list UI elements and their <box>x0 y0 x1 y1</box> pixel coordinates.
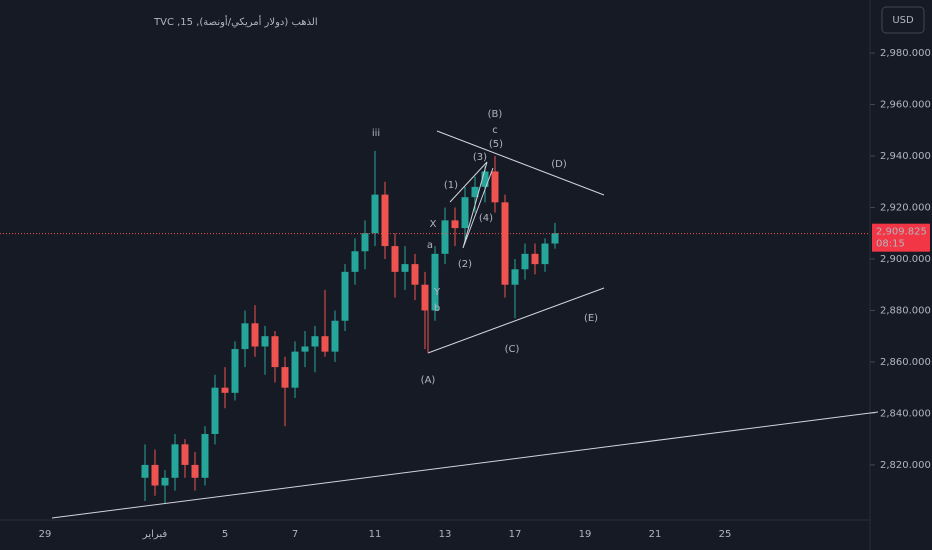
y-tick-label: 2,820.000 <box>880 460 931 471</box>
candle-body <box>421 284 429 311</box>
candle-body <box>161 477 169 486</box>
candle-body <box>401 264 409 272</box>
wave-label: (3) <box>473 152 487 163</box>
y-tick-label: 2,920.000 <box>880 202 931 213</box>
candle-body <box>431 253 439 311</box>
candle-body <box>281 367 289 388</box>
x-tick-label: 25 <box>719 529 732 540</box>
wave-label: iii <box>372 128 380 139</box>
wave-label: (5) <box>489 139 503 150</box>
candle-body <box>541 243 549 265</box>
candle-body <box>221 387 229 393</box>
wave-label: a <box>427 240 433 251</box>
candle-body <box>301 346 309 352</box>
wave-label: Y <box>433 287 441 298</box>
x-tick-label: 5 <box>222 529 228 540</box>
candle-body <box>521 253 529 270</box>
candle-body <box>311 336 319 347</box>
candle-body <box>341 271 349 321</box>
x-tick-label: 29 <box>39 529 52 540</box>
x-tick-label: 17 <box>509 529 522 540</box>
candle-body <box>321 336 329 352</box>
candle-body <box>201 434 209 478</box>
y-tick-label: 2,860.000 <box>880 357 931 368</box>
candle-body <box>251 323 259 347</box>
y-tick-label: 2,880.000 <box>880 305 931 316</box>
candle-body <box>351 251 359 272</box>
wave-label: (2) <box>458 259 472 270</box>
wave-label: (C) <box>505 344 520 355</box>
wave-label: (E) <box>584 313 598 324</box>
x-tick-label: 19 <box>579 529 592 540</box>
candle-body <box>381 194 389 247</box>
candle-body <box>141 464 149 478</box>
candle-body <box>371 194 379 234</box>
wave-label: (1) <box>444 180 458 191</box>
wave-label: b <box>434 303 440 314</box>
x-tick-label: 21 <box>649 529 662 540</box>
y-tick-label: 2,960.000 <box>880 100 931 111</box>
trend-line <box>51 411 879 519</box>
candle-body <box>151 464 159 486</box>
candle-body <box>551 233 559 244</box>
candle-body <box>471 186 479 198</box>
last-price-label: 2,909.825 <box>876 227 927 238</box>
wave-label: c <box>492 125 498 136</box>
wave-label: X <box>430 219 437 230</box>
candle-body <box>331 320 339 352</box>
candle-body <box>461 197 469 229</box>
candle-body <box>271 336 279 368</box>
x-tick-label: 7 <box>292 529 298 540</box>
candle-body <box>391 246 399 272</box>
candle-body <box>181 444 189 465</box>
y-tick-label: 2,980.000 <box>880 48 931 59</box>
x-tick-label: 11 <box>369 529 382 540</box>
countdown-label: 08:15 <box>876 239 905 250</box>
candle-body <box>241 323 249 350</box>
y-tick-label: 2,940.000 <box>880 151 931 162</box>
candle-body <box>481 171 489 187</box>
plot <box>0 52 875 504</box>
chart-title: الذهب (دولار أمريكي/أونصة), 15, TVC <box>153 15 318 28</box>
y-tick-label: 2,900.000 <box>880 254 931 265</box>
last-price-badge <box>872 223 930 252</box>
candle-body <box>501 202 509 285</box>
wave-label: (B) <box>488 109 503 120</box>
candle-body <box>231 349 239 393</box>
wave-label: (4) <box>479 213 493 224</box>
wave-channel <box>449 161 494 249</box>
candle-body <box>531 253 539 265</box>
wave-label: (D) <box>551 159 567 170</box>
candle-body <box>411 264 419 285</box>
trend-line <box>427 287 605 354</box>
wave-label: (A) <box>421 375 436 386</box>
y-tick-label: 2,840.000 <box>880 408 931 419</box>
candle-body <box>291 351 299 388</box>
candle-body <box>191 464 199 478</box>
candle-body <box>491 171 499 203</box>
x-tick-label: 13 <box>439 529 452 540</box>
candle-body <box>171 444 179 478</box>
candle-body <box>511 269 519 285</box>
x-tick-label: فبراير <box>142 529 168 540</box>
candle-body <box>361 233 369 252</box>
currency-button-label[interactable]: USD <box>892 15 914 26</box>
candle-body <box>261 336 269 347</box>
currency-button[interactable] <box>881 6 925 34</box>
trend-line <box>436 130 605 196</box>
candle-body <box>441 220 449 254</box>
candle-body <box>211 387 219 435</box>
candle-body <box>451 220 459 229</box>
